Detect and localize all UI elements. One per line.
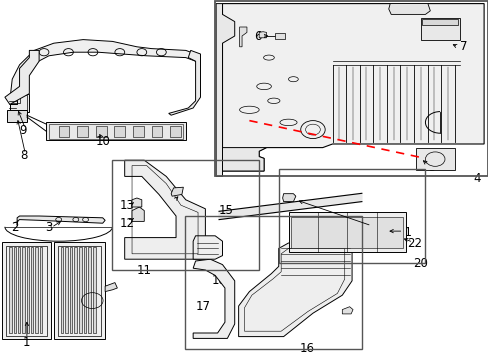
Bar [83, 247, 86, 333]
Text: 23: 23 [371, 221, 386, 234]
Bar [133, 126, 143, 137]
Polygon shape [193, 236, 222, 259]
Bar [288, 212, 405, 252]
Bar [54, 242, 105, 339]
Polygon shape [7, 110, 27, 122]
Bar [77, 126, 88, 137]
Text: 14: 14 [168, 193, 183, 206]
Bar [49, 124, 183, 139]
Polygon shape [342, 307, 352, 314]
Bar [151, 126, 162, 137]
Text: 12: 12 [120, 217, 134, 230]
Polygon shape [5, 50, 39, 104]
Polygon shape [105, 283, 117, 292]
Text: 15: 15 [219, 204, 233, 217]
Bar [215, 1, 487, 176]
Bar [6, 246, 47, 336]
Text: 9: 9 [20, 124, 27, 137]
Text: 10: 10 [95, 135, 110, 148]
Bar [58, 246, 101, 336]
Text: 6: 6 [254, 30, 261, 42]
Bar [184, 216, 361, 349]
Bar [35, 247, 38, 333]
Bar [278, 169, 425, 263]
Bar [14, 247, 16, 333]
Bar [70, 247, 72, 333]
Bar [46, 122, 185, 140]
Text: 17: 17 [195, 300, 210, 313]
Bar [415, 148, 454, 170]
Bar [88, 247, 91, 333]
Polygon shape [388, 4, 429, 14]
Text: 2: 2 [11, 221, 19, 234]
Bar [74, 247, 77, 333]
Text: 3: 3 [45, 221, 53, 234]
Polygon shape [282, 194, 295, 202]
Bar [22, 247, 25, 333]
Bar [40, 247, 42, 333]
Bar [18, 247, 20, 333]
Bar [290, 217, 403, 248]
Bar [114, 126, 125, 137]
Polygon shape [17, 216, 105, 223]
Bar [93, 247, 95, 333]
Text: 4: 4 [472, 172, 480, 185]
Polygon shape [216, 4, 234, 176]
Text: 21: 21 [397, 226, 411, 239]
Polygon shape [10, 40, 195, 104]
Bar [2, 242, 51, 339]
Text: 22: 22 [407, 237, 421, 250]
Text: 1: 1 [23, 336, 31, 349]
Bar [31, 247, 33, 333]
Polygon shape [193, 259, 234, 338]
Polygon shape [238, 243, 351, 337]
Text: 8: 8 [20, 149, 27, 162]
Text: 18: 18 [211, 274, 226, 287]
Text: 13: 13 [120, 199, 134, 212]
Text: 20: 20 [412, 257, 427, 270]
Polygon shape [168, 50, 200, 115]
Text: 16: 16 [299, 342, 314, 355]
Polygon shape [222, 148, 266, 171]
Text: 5: 5 [427, 161, 435, 174]
Text: 11: 11 [137, 264, 151, 277]
Polygon shape [124, 160, 205, 259]
Text: 7: 7 [459, 40, 466, 53]
Bar [9, 247, 12, 333]
Polygon shape [171, 187, 183, 196]
Bar [274, 33, 284, 39]
Polygon shape [10, 94, 29, 112]
Bar [112, 160, 259, 270]
Bar [79, 247, 81, 333]
Polygon shape [219, 193, 361, 220]
Bar [96, 126, 106, 137]
Polygon shape [259, 32, 266, 38]
Bar [27, 247, 29, 333]
Bar [420, 18, 459, 40]
Bar [170, 126, 181, 137]
Text: 19: 19 [272, 300, 286, 313]
Bar [65, 247, 68, 333]
Polygon shape [239, 27, 246, 47]
Polygon shape [222, 4, 483, 171]
Bar [421, 19, 457, 25]
Bar [61, 247, 63, 333]
Bar [59, 126, 69, 137]
Polygon shape [132, 198, 142, 207]
Polygon shape [132, 207, 144, 221]
